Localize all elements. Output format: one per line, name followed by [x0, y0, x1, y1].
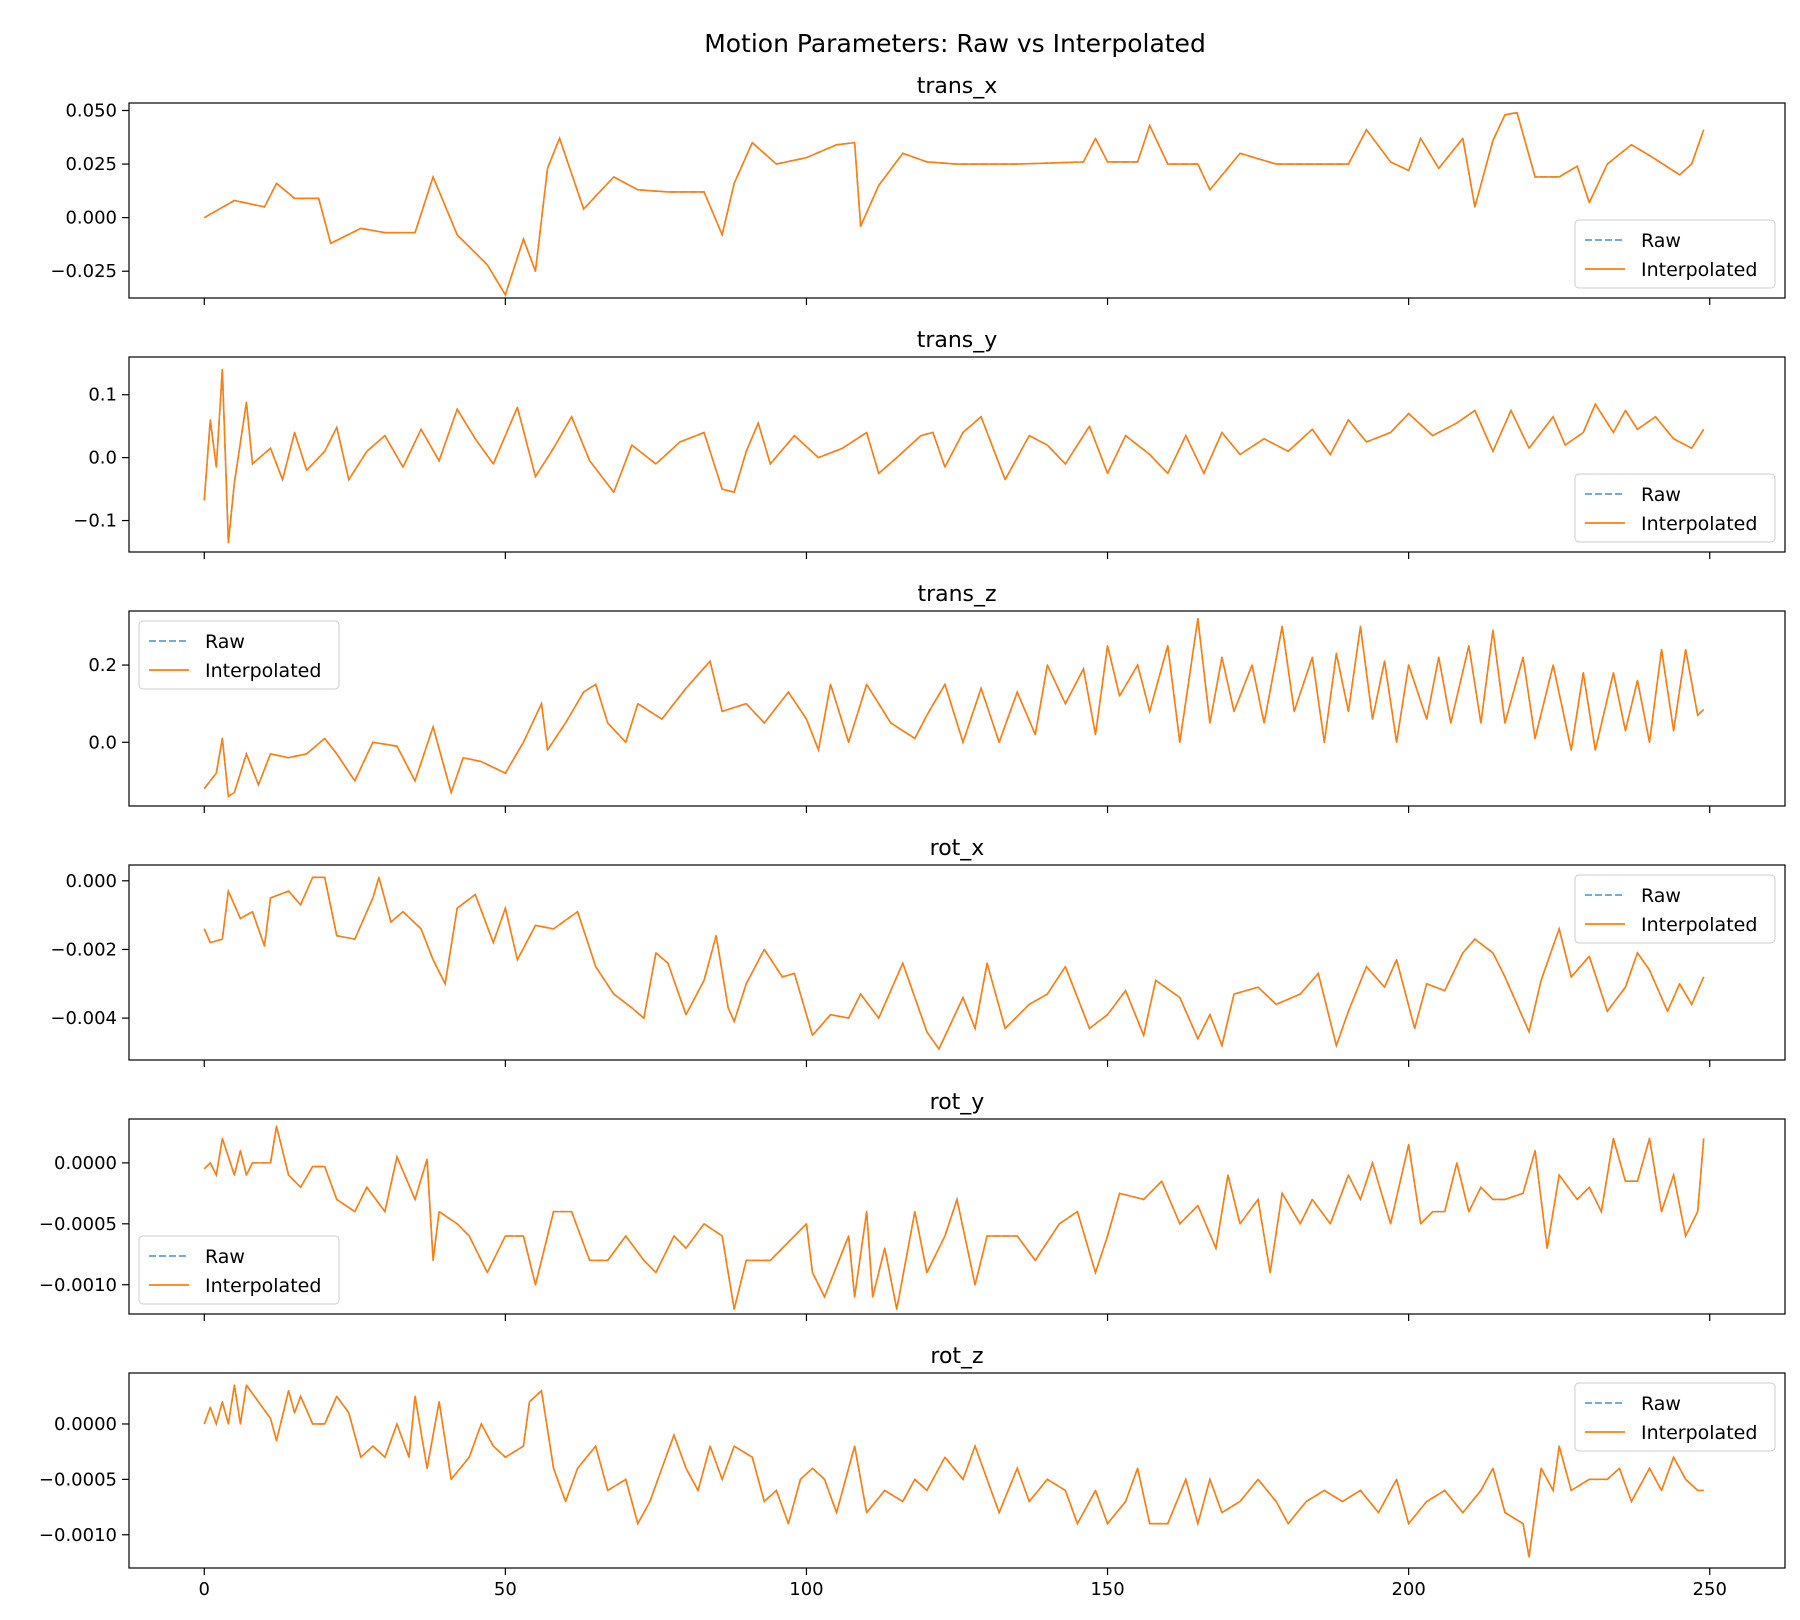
- legend-raw-label: Raw: [205, 631, 245, 653]
- x-tick-label: 50: [494, 1579, 517, 1600]
- legend-raw-label: Raw: [1641, 484, 1681, 506]
- subplot-title: trans_y: [917, 328, 998, 353]
- series-interpolated-line: [203, 368, 1705, 544]
- subplot-rot_x: rot_x −0.004 −0.002 0.000 Raw Interpolated: [50, 836, 1786, 1067]
- series-interpolated-line: [203, 111, 1705, 296]
- legend: Raw Interpolated: [1574, 219, 1776, 289]
- y-tick-label: −0.0010: [39, 1525, 117, 1546]
- y-tick-label: −0.004: [50, 1008, 117, 1029]
- legend-box: [1574, 219, 1776, 289]
- legend: Raw Interpolated: [138, 620, 340, 690]
- legend-interpolated-label: Interpolated: [205, 660, 321, 682]
- legend-interpolated-label: Interpolated: [1641, 259, 1757, 281]
- y-tick-label: −0.0010: [39, 1275, 117, 1296]
- y-tick-label: 0.0: [88, 732, 117, 753]
- subplot-title: rot_y: [930, 1090, 985, 1115]
- series-interpolated-line: [203, 1384, 1704, 1558]
- legend-raw-label: Raw: [1641, 885, 1681, 907]
- y-tick-label: −0.1: [73, 511, 117, 532]
- legend-raw-label: Raw: [1641, 230, 1681, 252]
- subplot-title: trans_z: [917, 582, 996, 607]
- legend-raw-label: Raw: [1641, 1393, 1681, 1415]
- legend-interpolated-label: Interpolated: [205, 1275, 321, 1297]
- legend: Raw Interpolated: [1574, 1382, 1776, 1452]
- y-tick-label: 0.025: [65, 154, 117, 175]
- legend: Raw Interpolated: [138, 1235, 340, 1305]
- axes-frame: [128, 864, 1786, 1061]
- legend-box: [138, 620, 340, 690]
- subplot-rot_y: rot_y −0.0010 −0.0005 0.0000 Raw Interpolated: [39, 1090, 1786, 1321]
- axes-frame: [128, 610, 1786, 807]
- x-tick-label: 200: [1391, 1579, 1425, 1600]
- x-tick-label: 100: [789, 1579, 823, 1600]
- axes-frame: [128, 102, 1786, 299]
- y-tick-label: 0.0000: [54, 1414, 117, 1435]
- subplot-panels: trans_x−0.0250.0000.0250.050RawInterpola…: [39, 74, 1786, 1600]
- series-interpolated-line: [203, 617, 1705, 798]
- axes-frame: [128, 1372, 1786, 1569]
- x-tick-label: 0: [199, 1579, 210, 1600]
- legend-interpolated-label: Interpolated: [1641, 1422, 1757, 1444]
- legend: Raw Interpolated: [1574, 473, 1776, 543]
- y-tick-label: 0.000: [65, 208, 117, 229]
- series-interpolated-line: [203, 1125, 1705, 1310]
- legend-box: [1574, 874, 1776, 944]
- y-tick-label: 0.0: [88, 448, 117, 469]
- subplot-rot_z: rot_z 0 50 100 150 200 250 −0.0010 −0.0005 0.0000…: [39, 1344, 1786, 1600]
- subplot-trans_x: trans_x −0.025 0.000 0.025 0.050 Raw Interpola…: [50, 74, 1786, 305]
- y-tick-label: −0.0005: [39, 1214, 117, 1235]
- x-tick-label: 250: [1693, 1579, 1727, 1600]
- y-tick-label: −0.0005: [39, 1469, 117, 1490]
- legend-box: [138, 1235, 340, 1305]
- y-tick-label: 0.000: [65, 871, 117, 892]
- legend-interpolated-label: Interpolated: [1641, 513, 1757, 535]
- subplot-title: trans_x: [917, 74, 998, 99]
- legend-raw-label: Raw: [205, 1246, 245, 1268]
- legend-box: [1574, 1382, 1776, 1452]
- y-tick-label: 0.050: [65, 101, 117, 122]
- y-tick-label: 0.0000: [54, 1153, 117, 1174]
- axes-frame: [128, 1118, 1786, 1315]
- y-tick-label: −0.002: [50, 939, 117, 960]
- y-tick-label: 0.2: [88, 655, 117, 676]
- y-tick-label: −0.025: [50, 261, 117, 282]
- subplot-trans_z: trans_z 0.0 0.2 Raw Interpolated: [88, 582, 1786, 813]
- x-tick-label: 150: [1090, 1579, 1124, 1600]
- legend: Raw Interpolated: [1574, 874, 1776, 944]
- series-interpolated-line: [203, 876, 1705, 1050]
- subplot-title: rot_z: [930, 1344, 983, 1369]
- legend-interpolated-label: Interpolated: [1641, 914, 1757, 936]
- subplot-trans_y: trans_y −0.1 0.0 0.1 Raw Interpolated: [73, 328, 1786, 559]
- y-tick-label: 0.1: [88, 385, 117, 406]
- subplot-title: rot_x: [930, 836, 985, 861]
- figure-title: Motion Parameters: Raw vs Interpolated: [704, 29, 1206, 58]
- legend-box: [1574, 473, 1776, 543]
- axes-frame: [128, 356, 1786, 553]
